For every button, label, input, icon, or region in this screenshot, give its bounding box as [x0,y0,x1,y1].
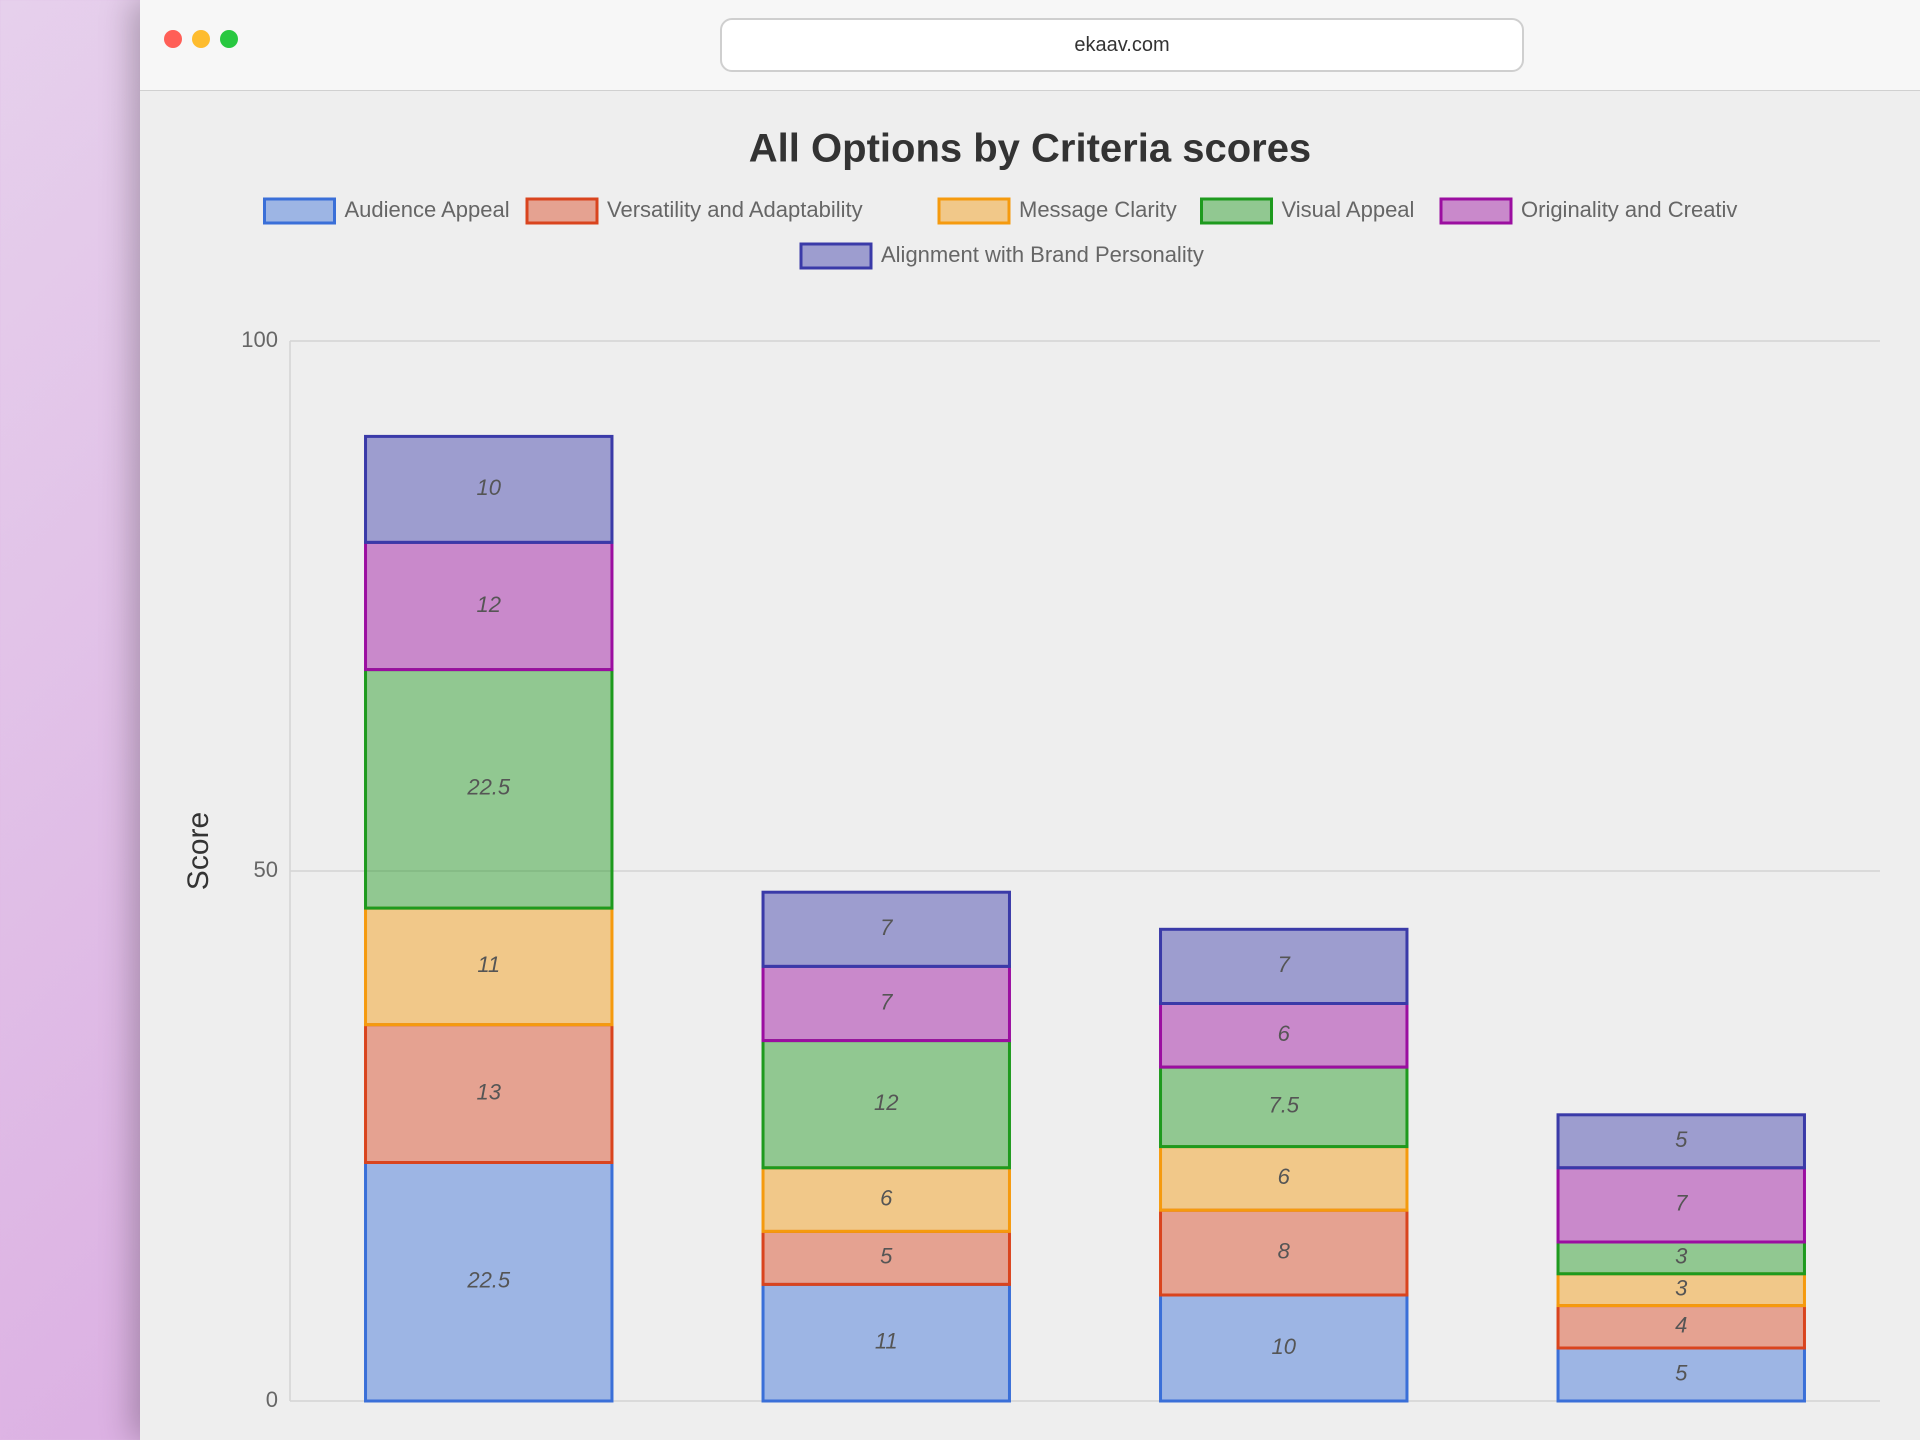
minimize-button[interactable] [192,30,210,48]
chart-title: All Options by Criteria scores [749,127,1311,171]
browser-window: ekaav.com All Options by Criteria scores… [140,0,1920,1440]
legend-swatch [525,197,599,225]
bar-segment [1159,1145,1409,1212]
bar-segment [1556,1346,1806,1403]
data-label: 11 [477,952,500,977]
bar-segment [1159,927,1409,1005]
data-label: 3 [1675,1276,1688,1301]
bar-segment [364,540,614,672]
bar-segment [364,1161,614,1403]
toolbar: ekaav.com [140,0,1920,91]
bar-segment [761,1166,1011,1233]
y-tick-label: 0 [266,1387,278,1412]
data-label: 10 [1272,1334,1297,1359]
legend-swatch [1439,197,1513,225]
legend-label: Message Clarity [1019,197,1177,222]
data-label: 7 [1278,952,1291,977]
y-axis-label: Score [182,812,215,890]
chart: All Options by Criteria scores Score Aud… [182,127,1880,1412]
data-label: 22.5 [466,775,511,800]
data-label: 22.5 [466,1268,511,1293]
bar-segment [1556,1272,1806,1308]
legend-swatch [263,197,336,225]
data-label: 12 [874,1090,898,1115]
bar-segment [1159,1002,1409,1069]
bar-segment [364,434,614,544]
bar-segment [1556,1113,1806,1170]
bar-segment [761,964,1011,1043]
legend-swatch [1200,197,1273,225]
y-tick-label: 50 [254,857,278,882]
data-label: 3 [1675,1244,1688,1269]
close-button[interactable] [164,30,182,48]
data-label: 8 [1278,1238,1291,1263]
legend-label: Alignment with Brand Personality [881,242,1204,267]
data-label: 5 [1675,1360,1688,1385]
legend-label: Originality and Creativ [1521,197,1737,222]
data-label: 12 [477,592,501,617]
bar-segment [1159,1065,1409,1149]
zoom-button[interactable] [220,30,238,48]
bar-segment [761,1282,1011,1403]
bar-segment [1556,1240,1806,1276]
address-bar[interactable]: ekaav.com [720,18,1524,72]
data-label: 7 [880,989,893,1014]
data-label: 7.5 [1268,1093,1299,1118]
bar-segment [1159,1293,1409,1403]
bar-segment [761,890,1011,968]
data-label: 7 [1675,1191,1688,1216]
data-label: 5 [1675,1127,1688,1152]
legend-label: Versatility and Adaptability [607,197,863,222]
bar-segment [1556,1304,1806,1350]
data-label: 6 [1278,1164,1291,1189]
bar-segment [761,1229,1011,1286]
data-label: 5 [880,1244,893,1269]
legend-swatch [799,242,873,270]
legend-label: Visual Appeal [1282,197,1415,222]
data-label: 6 [1278,1021,1291,1046]
data-label: 7 [880,915,893,940]
data-label: 13 [477,1079,502,1104]
url: ekaav.com [1074,33,1170,56]
data-label: 6 [880,1185,893,1210]
data-label: 4 [1675,1313,1687,1338]
bar-segment [364,668,614,910]
legend-swatch [937,197,1011,225]
data-label: 10 [477,475,502,500]
legend-label: Audience Appeal [345,197,510,222]
bar-segment [364,1023,614,1165]
y-tick-label: 100 [241,327,278,352]
data-label: 11 [875,1329,898,1354]
